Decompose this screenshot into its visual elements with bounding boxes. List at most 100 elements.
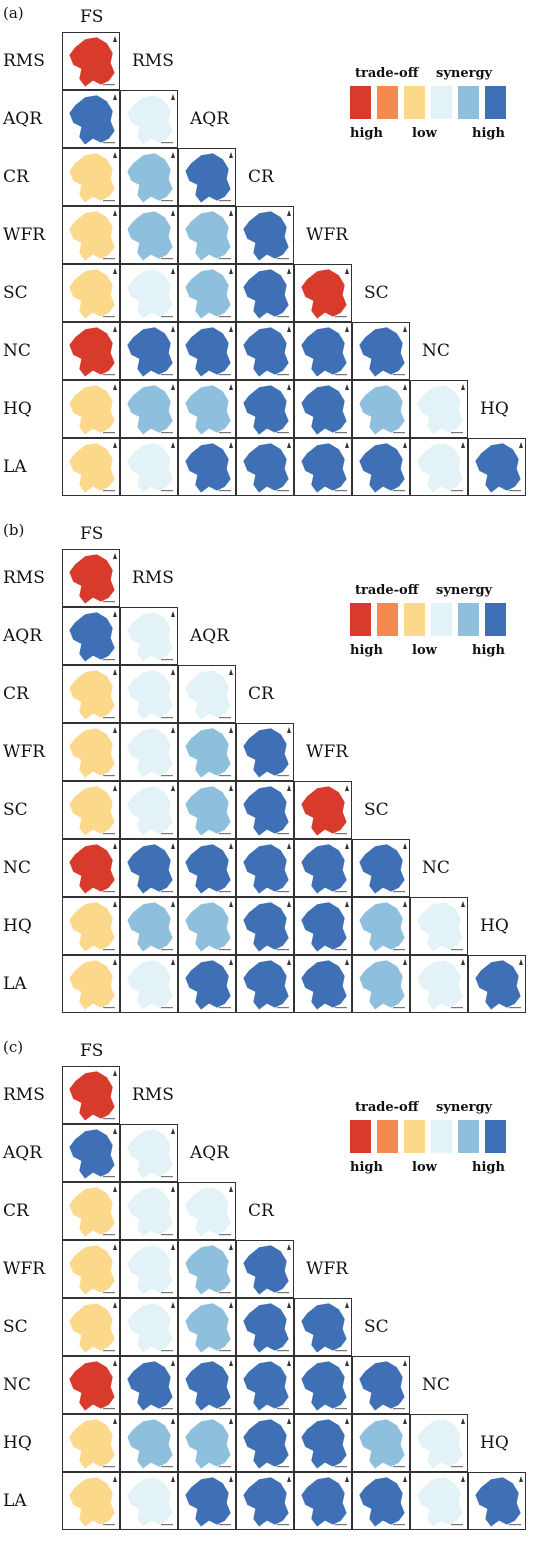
region-map: [184, 384, 233, 436]
map-region: [68, 901, 116, 953]
legend-swatch: [350, 86, 371, 119]
map-region: [68, 36, 116, 88]
scale-bar: [335, 1007, 347, 1009]
scale-bar: [335, 1466, 347, 1468]
map-cell: [236, 1240, 294, 1298]
map-region: [68, 1302, 116, 1354]
map-cell: [410, 955, 468, 1013]
region-map: [416, 384, 465, 436]
scale-bar: [219, 949, 231, 951]
scale-bar: [335, 490, 347, 492]
scale-bar: [219, 833, 231, 835]
scale-bar: [277, 374, 289, 376]
north-arrow-icon: [287, 1360, 291, 1366]
scale-bar: [161, 1408, 173, 1410]
north-arrow-icon: [287, 384, 291, 390]
diagonal-label: SC: [364, 800, 389, 820]
row-label: RMS: [3, 51, 45, 71]
scale-bar: [277, 316, 289, 318]
region-map: [300, 959, 349, 1011]
scale-bar: [161, 200, 173, 202]
north-arrow-icon: [113, 94, 117, 100]
region-map: [242, 210, 291, 262]
row-label: SC: [3, 283, 28, 303]
legend-label: high: [350, 1160, 383, 1175]
north-arrow-icon: [113, 785, 117, 791]
scale-bar: [103, 1234, 115, 1236]
diagonal-label: AQR: [190, 626, 230, 646]
region-map: [300, 1418, 349, 1470]
region-map: [300, 1476, 349, 1528]
map-cell: [294, 438, 352, 496]
north-arrow-icon: [229, 442, 233, 448]
legend-swatch: [431, 86, 452, 119]
north-arrow-icon: [461, 1418, 465, 1424]
map-cell: [178, 897, 236, 955]
map-region: [184, 326, 232, 378]
map-cell: [468, 955, 526, 1013]
map-cell: [294, 781, 352, 839]
map-region: [300, 384, 348, 436]
map-cell: [120, 90, 178, 148]
map-cell: [120, 1124, 178, 1182]
row-label: RMS: [3, 1085, 45, 1105]
map-cell: [236, 897, 294, 955]
map-cell: [236, 264, 294, 322]
map-cell: [62, 781, 120, 839]
row-label: WFR: [3, 742, 46, 762]
map-region: [416, 1476, 464, 1528]
north-arrow-icon: [461, 959, 465, 965]
north-arrow-icon: [171, 1302, 175, 1308]
north-arrow-icon: [113, 1128, 117, 1134]
map-cell: [178, 380, 236, 438]
map-region: [126, 1186, 174, 1238]
region-map: [68, 384, 117, 436]
row-label: LA: [3, 974, 27, 994]
north-arrow-icon: [229, 1476, 233, 1482]
region-map: [416, 901, 465, 953]
region-map: [126, 268, 175, 320]
north-arrow-icon: [113, 1476, 117, 1482]
region-map: [184, 268, 233, 320]
region-map: [184, 442, 233, 494]
scale-bar: [103, 891, 115, 893]
north-arrow-icon: [345, 1360, 349, 1366]
map-cell: [120, 322, 178, 380]
north-arrow-icon: [287, 901, 291, 907]
scale-bar: [219, 1292, 231, 1294]
map-region: [416, 901, 464, 953]
scale-bar: [161, 142, 173, 144]
region-map: [184, 326, 233, 378]
map-cell: [236, 1298, 294, 1356]
scale-bar: [103, 1524, 115, 1526]
region-map: [474, 1476, 523, 1528]
north-arrow-icon: [287, 959, 291, 965]
north-arrow-icon: [287, 268, 291, 274]
map-region: [126, 210, 174, 262]
map-cell: [294, 322, 352, 380]
diagonal-label: RMS: [132, 51, 174, 71]
scale-bar: [103, 601, 115, 603]
map-region: [184, 1186, 232, 1238]
region-map: [184, 1244, 233, 1296]
map-cell: [352, 380, 410, 438]
north-arrow-icon: [113, 843, 117, 849]
region-map: [126, 94, 175, 146]
map-cell: [178, 1298, 236, 1356]
scale-bar: [161, 891, 173, 893]
map-cell: [468, 1472, 526, 1530]
scale-bar: [161, 1466, 173, 1468]
north-arrow-icon: [229, 1244, 233, 1250]
map-cell: [236, 839, 294, 897]
north-arrow-icon: [287, 1476, 291, 1482]
scale-bar: [161, 717, 173, 719]
map-region: [68, 553, 116, 605]
scale-bar: [277, 949, 289, 951]
legend-swatch: [431, 603, 452, 636]
map-region: [184, 268, 232, 320]
map-region: [184, 785, 232, 837]
map-region: [184, 959, 232, 1011]
scale-bar: [219, 490, 231, 492]
region-map: [126, 1186, 175, 1238]
north-arrow-icon: [113, 1070, 117, 1076]
